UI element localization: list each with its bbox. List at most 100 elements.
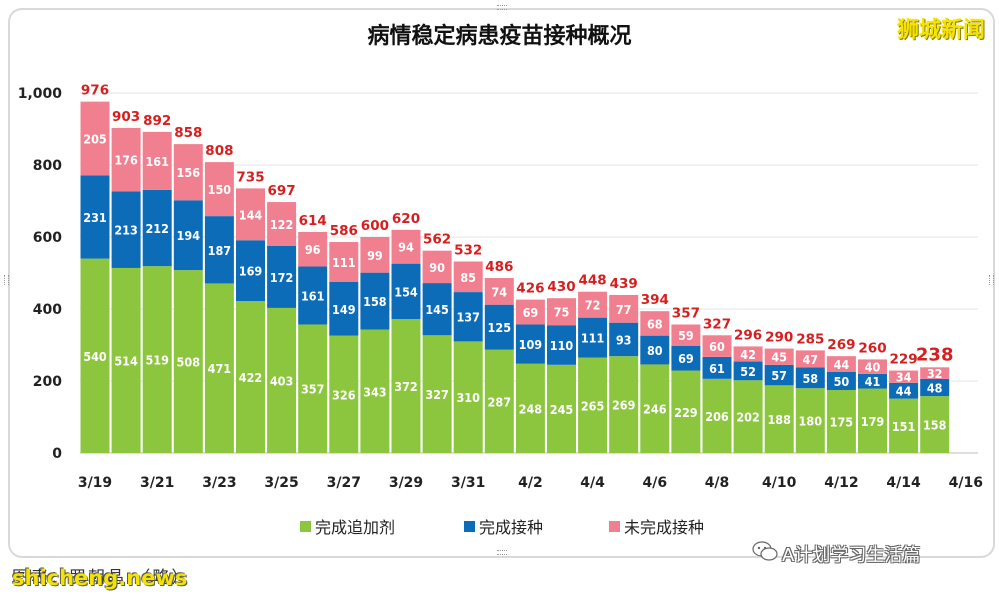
data-label-total: 808 <box>205 143 233 159</box>
data-label-vaccinated: 93 <box>616 332 632 347</box>
bar-segment-unvaccinated <box>329 242 359 282</box>
bar-segment-vaccinated <box>609 322 639 357</box>
data-label-vaccinated: 172 <box>270 270 293 285</box>
data-label-vaccinated: 110 <box>550 338 574 353</box>
y-tick-label: 1,000 <box>18 86 63 102</box>
bar-segment-booster <box>453 341 483 453</box>
data-label-unvaccinated: 96 <box>305 242 321 257</box>
legend-swatch-booster <box>300 521 311 532</box>
resize-handle-top[interactable] <box>497 5 507 10</box>
bar-segment-unvaccinated <box>173 144 203 201</box>
bar-segment-vaccinated <box>858 373 887 389</box>
data-label-vaccinated: 145 <box>425 302 449 317</box>
bar-segment-vaccinated <box>515 324 545 364</box>
data-label-unvaccinated: 47 <box>802 352 818 367</box>
bar-segment-vaccinated <box>547 325 576 365</box>
brand-logo-text: 狮城新闻 <box>896 18 985 43</box>
data-label-total: 357 <box>672 305 700 321</box>
bar-segment-booster <box>391 319 421 453</box>
bar-segment-unvaccinated <box>702 335 732 357</box>
bar-segment-unvaccinated <box>578 291 608 318</box>
data-label-total: 614 <box>299 213 327 229</box>
y-tick-label: 800 <box>33 158 62 174</box>
bar-segment-unvaccinated <box>142 131 172 190</box>
data-label-vaccinated: 231 <box>83 210 107 225</box>
data-label-total: 290 <box>765 330 793 346</box>
bar-segment-unvaccinated <box>764 348 794 365</box>
data-label-unvaccinated: 60 <box>709 339 725 354</box>
bar-segment-vaccinated <box>578 317 608 358</box>
bar-segment-booster <box>360 329 390 453</box>
bar-segment-booster <box>173 270 203 453</box>
data-label-booster: 310 <box>456 390 480 405</box>
data-label-unvaccinated: 150 <box>208 182 232 197</box>
data-label-vaccinated: 169 <box>239 264 263 279</box>
data-label-vaccinated: 194 <box>177 228 201 243</box>
bar-segment-unvaccinated <box>484 278 514 305</box>
data-label-unvaccinated: 94 <box>398 240 414 255</box>
bar-segment-vaccinated <box>920 378 950 397</box>
data-label-unvaccinated: 32 <box>927 366 943 381</box>
data-label-unvaccinated: 72 <box>585 298 601 313</box>
data-label-booster: 372 <box>394 379 417 394</box>
x-tick-label: 4/2 <box>518 475 543 491</box>
data-label-booster: 245 <box>550 402 574 417</box>
data-label-unvaccinated: 85 <box>460 270 476 285</box>
bar-segment-unvaccinated <box>422 250 452 284</box>
data-label-total: 600 <box>361 218 389 234</box>
data-label-booster: 540 <box>83 349 107 364</box>
source-logo-text: shicheng.news <box>12 566 188 590</box>
data-label-total: 238 <box>916 344 954 365</box>
resize-handle-right[interactable] <box>989 275 994 285</box>
bar-segment-booster <box>484 349 514 453</box>
bar-segment-unvaccinated <box>80 101 110 176</box>
watermark-text: A计划学习生活篇 <box>782 545 921 566</box>
data-label-total: 229 <box>890 352 918 368</box>
bar-segment-vaccinated <box>267 246 297 308</box>
data-label-unvaccinated: 205 <box>83 132 107 147</box>
x-tick-label: 3/25 <box>264 475 298 491</box>
data-label-booster: 403 <box>270 373 293 388</box>
y-tick-label: 200 <box>33 374 62 390</box>
data-label-vaccinated: 212 <box>145 221 168 236</box>
data-label-vaccinated: 57 <box>771 368 787 383</box>
bar-segment-unvaccinated <box>204 162 234 217</box>
resize-handle-left[interactable] <box>4 275 9 285</box>
data-label-vaccinated: 161 <box>301 289 325 304</box>
bar-segment-unvaccinated <box>267 202 297 246</box>
legend-label-booster: 完成追加剂 <box>315 518 396 537</box>
bar-segment-vaccinated <box>795 367 825 389</box>
bar-segment-vaccinated <box>80 175 110 259</box>
x-tick-label: 3/29 <box>389 475 423 491</box>
data-label-booster: 180 <box>799 414 823 429</box>
x-tick-label: 3/27 <box>327 475 361 491</box>
x-tick-label: 4/12 <box>824 475 858 491</box>
legend-swatch-vaccinated <box>464 521 475 532</box>
x-tick-label: 3/31 <box>451 475 485 491</box>
data-label-unvaccinated: 176 <box>114 153 138 168</box>
bar-segment-unvaccinated <box>609 294 639 323</box>
data-label-unvaccinated: 59 <box>678 328 694 343</box>
data-label-unvaccinated: 144 <box>239 207 263 222</box>
data-label-booster: 248 <box>519 401 543 416</box>
data-label-booster: 519 <box>145 353 169 368</box>
data-label-unvaccinated: 122 <box>270 217 293 232</box>
bar-segment-booster <box>422 335 452 453</box>
bar-segment-unvaccinated <box>858 359 887 374</box>
bar-segment-booster <box>858 388 887 453</box>
data-label-total: 735 <box>236 169 264 185</box>
data-label-vaccinated: 187 <box>208 243 231 258</box>
bar-segment-vaccinated <box>453 292 483 342</box>
bar-segment-vaccinated <box>826 372 856 390</box>
data-label-total: 296 <box>734 327 762 343</box>
data-label-total: 976 <box>81 83 109 99</box>
data-label-booster: 206 <box>705 409 729 424</box>
legend-item-vaccinated: 完成接种 <box>464 514 543 538</box>
legend-swatch-unvaccinated <box>609 521 620 532</box>
y-tick-label: 0 <box>52 446 62 462</box>
bar-segment-booster <box>578 357 608 453</box>
bar-segment-unvaccinated <box>547 298 576 326</box>
data-label-booster: 229 <box>674 405 698 420</box>
bar-segment-vaccinated <box>733 361 763 381</box>
resize-handle-bottom[interactable] <box>497 550 507 555</box>
